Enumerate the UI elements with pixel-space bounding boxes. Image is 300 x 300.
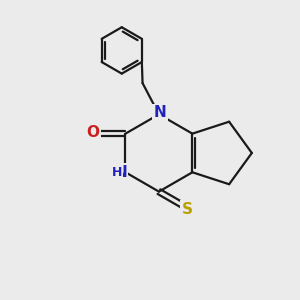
Text: O: O	[86, 125, 99, 140]
Text: H: H	[112, 166, 122, 179]
Text: S: S	[182, 202, 193, 217]
Text: N: N	[154, 105, 167, 120]
Text: N: N	[114, 165, 127, 180]
